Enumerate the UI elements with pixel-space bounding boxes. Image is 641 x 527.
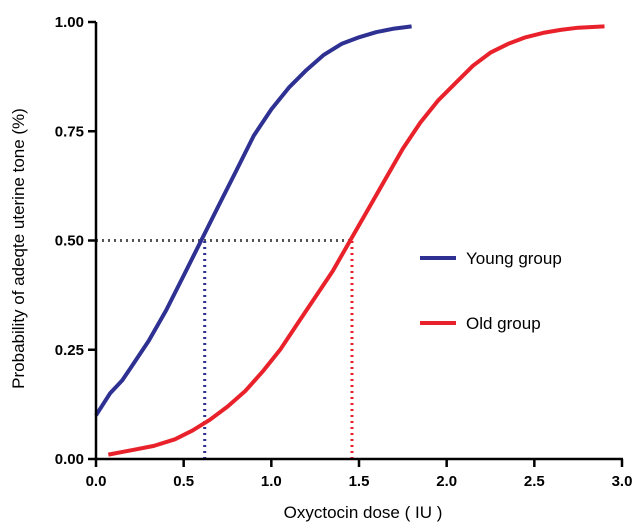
y-axis-title: Probability of adeqte uterine tone (%) [9,108,28,389]
x-tick-label: 2.5 [524,473,545,490]
y-tick-label: 1.00 [55,14,84,31]
legend-label-young-group: Young group [466,249,562,268]
series-line-old-group [107,24,605,457]
y-tick-label: 0.25 [55,342,84,359]
x-tick-label: 0.5 [173,473,194,490]
x-tick-label: 3.0 [612,473,633,490]
series-layer [94,24,605,457]
legend: Young group Old group [420,249,562,333]
y-tick-label: 0.00 [55,451,84,468]
y-tick-label: 0.50 [55,233,84,250]
legend-label-old-group: Old group [466,314,541,333]
x-tick-label: 0.0 [86,473,107,490]
x-axis-title: Oxyctocin dose ( IU ) [284,503,443,522]
x-tick-label: 1.0 [261,473,282,490]
series-line-young-group [94,24,412,417]
axes: 0.00 0.25 0.50 0.75 1.00 0.0 0.5 1.0 1.5 2.0 2.5 3.… [55,14,633,490]
y-tick-label: 0.75 [55,123,84,140]
x-tick-label: 1.5 [349,473,370,490]
reference-lines [96,239,354,459]
x-tick-label: 2.0 [436,473,457,490]
